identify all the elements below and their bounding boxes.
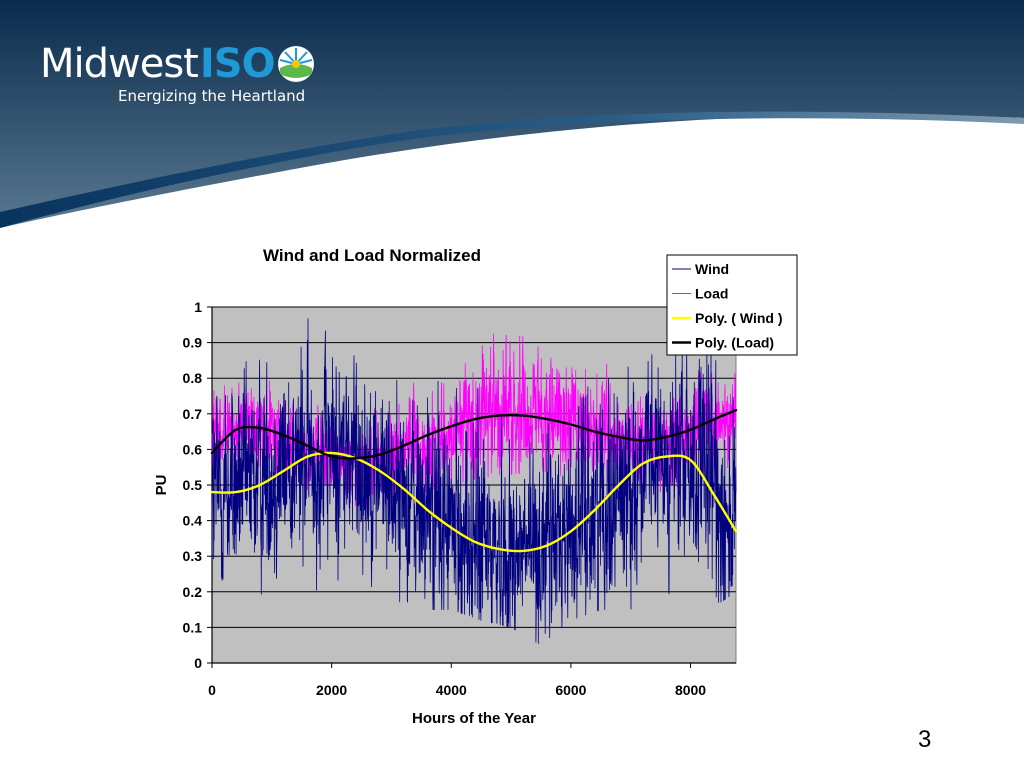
logo-tagline: Energizing the Heartland <box>118 87 305 105</box>
legend-label: Poly. ( Wind ) <box>695 310 783 326</box>
logo-wordmark: Midwest <box>40 42 198 86</box>
legend-label: Load <box>695 286 728 302</box>
x-axis-label: Hours of the Year <box>412 710 536 727</box>
page-number: 3 <box>918 726 931 754</box>
y-tick-label: 0.2 <box>183 584 203 600</box>
x-tick-label: 2000 <box>316 682 347 698</box>
y-tick-label: 0.5 <box>183 477 203 493</box>
y-tick-label: 0.6 <box>183 441 203 457</box>
y-tick-label: 0.3 <box>183 548 203 564</box>
sunburst-icon <box>276 44 316 84</box>
slide: Midwest ISO Energizing the Heartland 0 0.… <box>0 0 1024 768</box>
x-tick-label: 0 <box>208 682 216 698</box>
header-banner <box>0 0 1024 240</box>
legend-label: Poly. (Load) <box>695 335 774 351</box>
logo-accent: ISO <box>200 42 275 86</box>
x-tick-label: 4000 <box>436 682 467 698</box>
y-axis-label: PU <box>153 475 170 496</box>
y-tick-label: 0.7 <box>183 406 203 422</box>
y-tick-label: 0.1 <box>183 619 203 635</box>
y-tick-label: 0.9 <box>183 335 203 351</box>
y-tick-label: 0 <box>194 655 202 671</box>
x-tick-label: 6000 <box>555 682 586 698</box>
y-tick-label: 0.8 <box>183 370 203 386</box>
midwest-iso-logo: Midwest ISO Energizing the Heartland <box>40 42 316 86</box>
chart-title: Wind and Load Normalized <box>263 246 481 265</box>
wind-load-chart: 0 0.1 0.2 0.3 0.4 0.5 0.6 0.7 0.8 0.9 1 0 2000 4000 60… <box>140 230 820 740</box>
legend-label: Wind <box>695 261 729 277</box>
x-tick-label: 8000 <box>675 682 706 698</box>
y-tick-label: 1 <box>194 299 202 315</box>
y-tick-label: 0.4 <box>183 513 203 529</box>
